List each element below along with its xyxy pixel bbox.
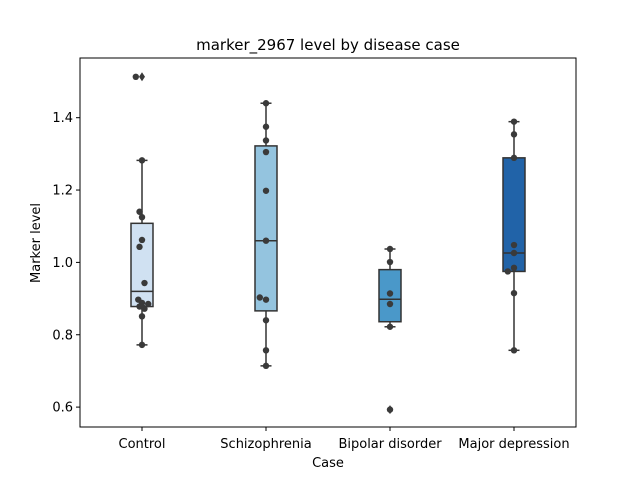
data-point	[262, 237, 270, 244]
data-point	[510, 249, 518, 257]
chart-title: marker_2967 level by disease case	[196, 36, 460, 55]
data-point	[136, 208, 143, 215]
data-point	[138, 236, 146, 244]
data-point	[145, 300, 152, 308]
data-point	[132, 73, 139, 81]
data-point	[386, 406, 394, 413]
data-point	[386, 290, 394, 297]
outlier-marker	[139, 72, 145, 82]
data-point	[510, 347, 518, 354]
box-schizophrenia	[254, 145, 278, 312]
y-tick-label: 0.6	[52, 401, 73, 416]
y-tick-label: 1.0	[52, 256, 73, 271]
data-point	[262, 296, 270, 303]
data-point	[136, 243, 143, 251]
axes-frame	[79, 57, 577, 428]
data-point	[386, 258, 394, 266]
data-point	[262, 362, 270, 370]
data-point	[262, 187, 270, 194]
data-point	[262, 137, 270, 144]
data-point	[386, 323, 394, 330]
data-point	[510, 264, 518, 272]
y-tick-label: 1.4	[52, 111, 73, 126]
data-point	[510, 289, 518, 297]
data-point	[141, 305, 148, 312]
x-tick-label: Control	[119, 437, 166, 452]
data-point	[138, 313, 146, 320]
data-point	[510, 154, 518, 162]
data-point	[138, 157, 146, 164]
x-tick-label: Bipolar disorder	[338, 437, 442, 452]
x-tick-label: Major depression	[458, 437, 569, 452]
data-point	[256, 294, 263, 301]
data-point	[138, 341, 146, 349]
data-point	[386, 245, 394, 253]
data-point	[510, 131, 518, 138]
plot-area: 0.6 0.8 1.0 1.2 1.4 Control Schizophrenia Bipol…	[52, 72, 570, 452]
data-point	[386, 300, 394, 308]
data-point	[510, 118, 518, 125]
y-tick-label: 1.2	[52, 184, 73, 199]
data-point	[138, 213, 146, 221]
data-point	[262, 347, 270, 354]
data-point	[510, 241, 518, 249]
y-tick-label: 0.8	[52, 328, 73, 343]
data-point	[136, 303, 143, 310]
data-point	[262, 100, 270, 107]
x-tick-label: Schizophrenia	[220, 437, 311, 452]
data-point	[262, 123, 270, 130]
data-point	[262, 148, 270, 156]
data-point	[141, 279, 148, 287]
data-point	[504, 268, 511, 275]
data-point	[262, 317, 270, 324]
y-axis-label: Marker level	[29, 203, 44, 283]
x-axis-label: Case	[312, 456, 344, 471]
box-control	[130, 222, 154, 308]
